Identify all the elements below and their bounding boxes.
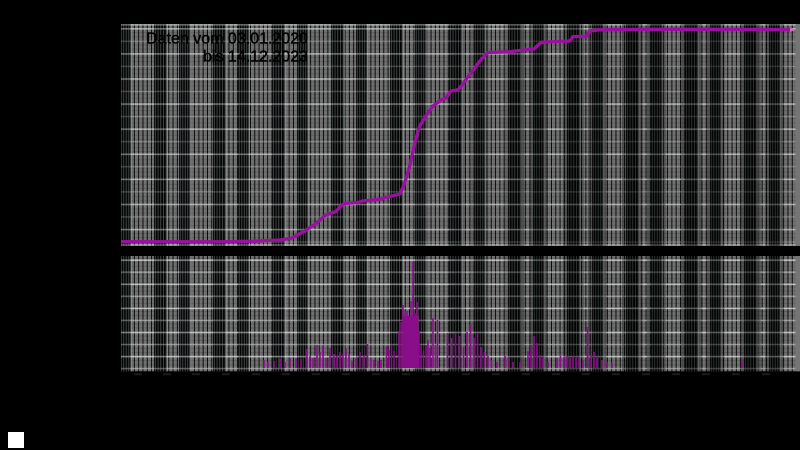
- svg-text:bis 14.12.2023: bis 14.12.2023: [203, 49, 308, 66]
- svg-text:Daten vom 03.01.2020: Daten vom 03.01.2020: [146, 31, 308, 48]
